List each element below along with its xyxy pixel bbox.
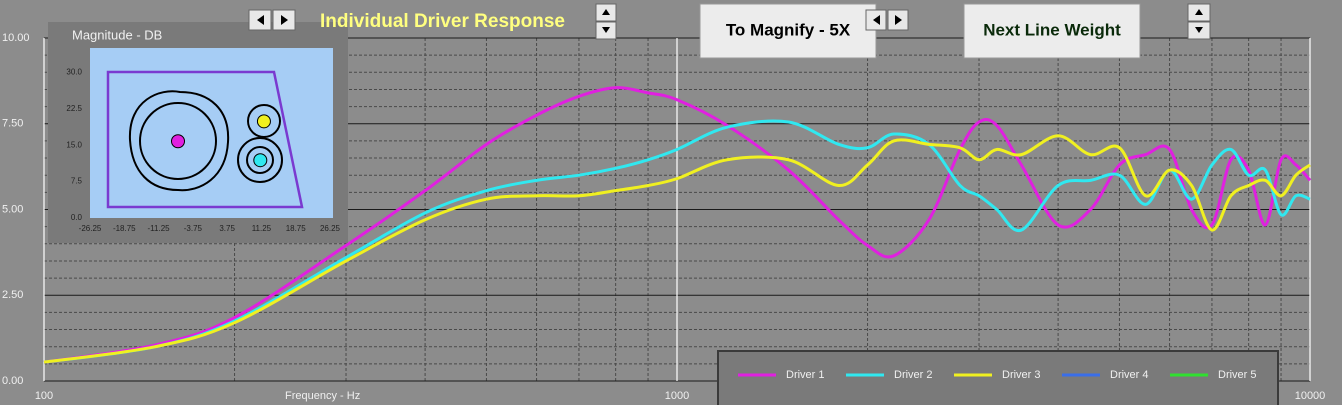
inset-y-tick-label: 7.5 [71, 177, 83, 186]
arrow [257, 15, 264, 25]
button[interactable] [963, 3, 1141, 59]
tweeter [247, 104, 281, 138]
chart-title: Individual Driver Response [320, 11, 565, 32]
legend [717, 350, 1279, 405]
x-tick-label: 1000 [665, 390, 689, 402]
arrow [895, 15, 902, 25]
series-line [43, 86, 1312, 364]
y-tick-label: 10.00 [2, 32, 30, 44]
inset-x-tick-label: -26.25 [79, 224, 102, 233]
driver-dot [256, 114, 271, 129]
inset-plot [90, 48, 333, 218]
legend-label: Driver 2 [894, 369, 933, 381]
inset-y-tick-label: 0.0 [71, 213, 83, 222]
spinner[interactable] [1187, 3, 1211, 40]
legend-label: Driver 3 [1002, 369, 1041, 381]
arrow [281, 15, 288, 25]
inset-x-tick-label: -18.75 [113, 224, 136, 233]
inset-x-tick-label: -3.75 [184, 224, 203, 233]
arrow [602, 9, 610, 15]
inset-chart: -26.25 -18.75 -11.25 -3.75 3.75 11.25 18.75 26.… [48, 22, 348, 243]
arrow [1195, 9, 1203, 15]
arrow [873, 15, 880, 25]
inset-y-tick-label: 15.0 [66, 140, 82, 149]
button[interactable] [699, 3, 877, 59]
inset-x-tick-label: 11.25 [252, 224, 272, 233]
inset-x-tick-label: 3.75 [219, 224, 235, 233]
inset-y-tick-label: 30.0 [66, 67, 82, 76]
y-tick-label: 7.50 [2, 118, 23, 130]
driver-dot [171, 134, 185, 149]
series-line [43, 134, 1311, 364]
cabinet-outline [106, 70, 304, 209]
woofer-inner [139, 102, 217, 180]
driver-dot [253, 153, 268, 168]
spinner[interactable] [248, 9, 296, 31]
toolbar: Individual Driver Response To Magnify - … [248, 3, 1211, 59]
spinner[interactable] [865, 9, 909, 31]
woofer-outer [128, 90, 230, 192]
arrow [602, 27, 610, 33]
inset-y-tick-label: 22.5 [66, 104, 82, 113]
mid-outer [237, 137, 283, 183]
inset-x-tick-label: -11.25 [148, 224, 171, 233]
x-axis-label: Frequency - Hz [285, 390, 360, 402]
x-tick-label: 100 [35, 390, 53, 402]
y-tick-label: 0.00 [2, 375, 23, 387]
inset-x-tick-label: 26.25 [320, 224, 341, 233]
inset-x-tick-label: 18.75 [286, 224, 307, 233]
legend-label: Driver 4 [1110, 369, 1149, 381]
legend-label: Driver 5 [1218, 369, 1257, 381]
mid-inner [246, 146, 274, 174]
spinner[interactable] [595, 3, 617, 40]
y-axis-label: Magnitude - DB [72, 27, 162, 42]
legend-label: Driver 1 [786, 369, 825, 381]
x-tick-label: 10000 [1295, 390, 1326, 402]
button-label[interactable]: To Magnify - 5X [726, 20, 851, 39]
arrow [1195, 27, 1203, 33]
y-tick-label: 2.50 [2, 289, 23, 301]
button-label[interactable]: Next Line Weight [983, 20, 1121, 39]
y-tick-label: 5.00 [2, 203, 23, 215]
